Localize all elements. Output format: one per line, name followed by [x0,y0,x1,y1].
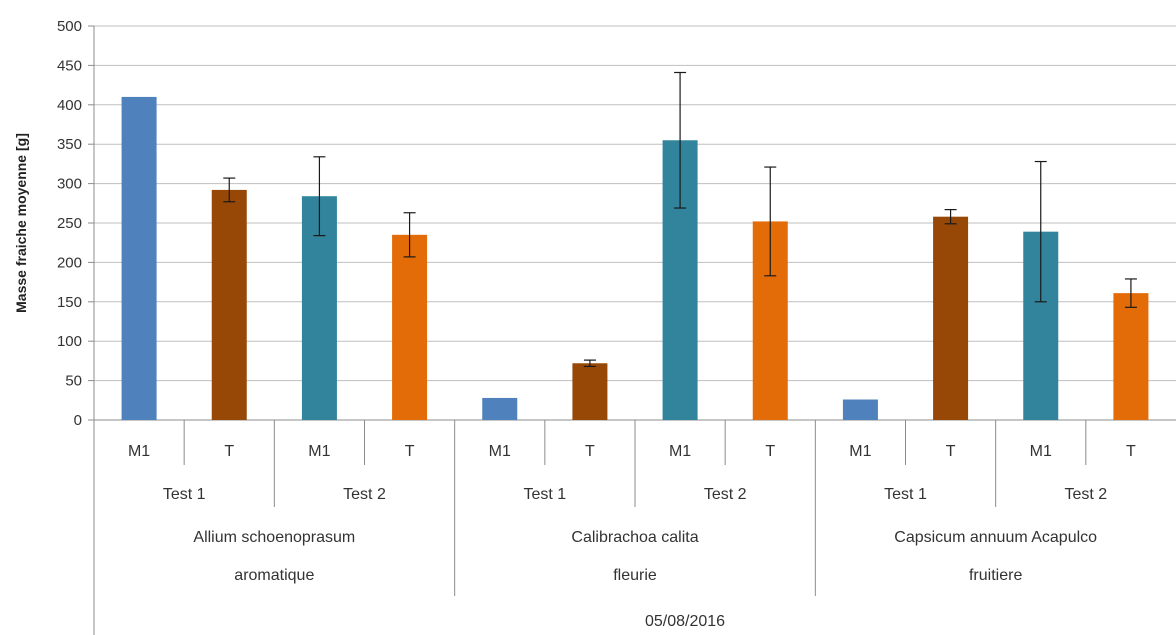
x-category-label: T [946,443,956,460]
y-tick-label: 350 [57,136,82,153]
y-tick-label: 400 [57,97,82,114]
y-tick-label: 300 [57,176,82,193]
x-test-label: Test 1 [523,486,566,503]
y-tick-label: 0 [74,412,82,429]
x-group-label: Calibrachoa calita [571,529,698,546]
x-category-label: M1 [489,443,511,460]
x-category-label: M1 [128,443,150,460]
bar [1113,293,1149,420]
y-tick-label: 100 [57,333,82,350]
x-test-label: Test 2 [704,486,747,503]
x-category-label: T [405,443,415,460]
x-category-label: T [224,443,234,460]
x-test-label: Test 2 [1064,486,1107,503]
x-test-label: Test 1 [163,486,206,503]
x-group-label: fruitiere [969,567,1022,584]
x-category-label: M1 [1030,443,1052,460]
x-group-label: Allium schoenoprasum [193,529,355,546]
bar [933,216,969,420]
x-test-label: Test 1 [884,486,927,503]
x-category-label: T [585,443,595,460]
bar [392,234,428,420]
x-group-label: aromatique [234,567,314,584]
y-tick-label: 150 [57,294,82,311]
bar [482,397,518,420]
x-category-label: M1 [308,443,330,460]
x-category-label: T [1126,443,1136,460]
bar [572,363,608,420]
y-tick-label: 450 [57,57,82,74]
y-tick-label: 500 [57,18,82,35]
bar [842,399,878,420]
bar [121,96,157,421]
x-test-label: Test 2 [343,486,386,503]
y-tick-label: 200 [57,254,82,271]
x-category-label: T [765,443,775,460]
x-group-label: fleurie [613,567,657,584]
x-group-label: Capsicum annuum Acapulco [894,529,1097,546]
x-date-label: 05/08/2016 [645,613,725,630]
bar [211,189,247,420]
y-axis-title: Masse fraiche moyenne [g] [13,133,29,313]
x-category-label: M1 [849,443,871,460]
y-tick-label: 50 [65,373,82,390]
y-tick-label: 250 [57,215,82,232]
x-category-label: M1 [669,443,691,460]
